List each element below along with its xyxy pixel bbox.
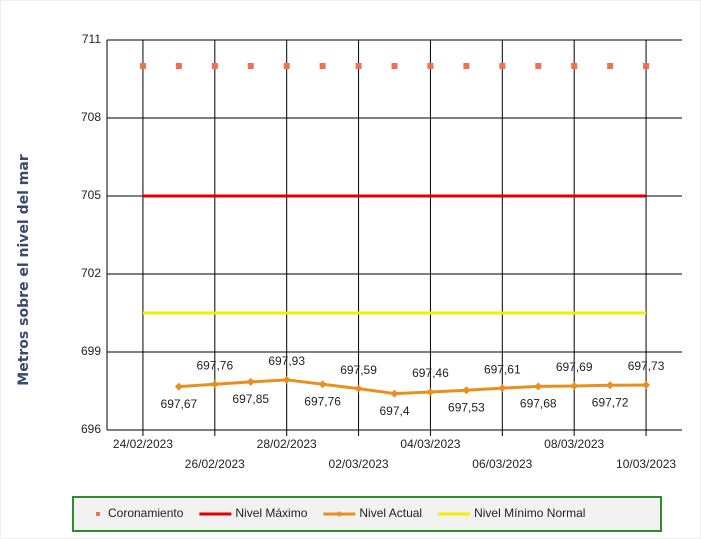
x-tick-label: 06/03/2023 [472,457,532,471]
y-tick-label: 702 [81,266,101,280]
point [211,63,218,69]
point [642,381,651,390]
point [319,63,326,69]
point [174,382,183,391]
point [247,63,254,69]
y-axis-label: Metros sobre el nivel del mar [16,154,32,386]
point [570,382,579,391]
point [426,388,435,397]
point [139,63,146,69]
point [318,380,327,389]
y-tick-label: 699 [81,344,101,358]
point [535,63,542,69]
legend [72,496,662,532]
point [210,380,219,389]
data-label: 697,68 [520,396,557,410]
x-tick-label: 28/02/2023 [257,437,317,451]
x-tick-label: 10/03/2023 [616,457,676,471]
data-label: 697,93 [268,354,305,368]
data-label: 697,76 [304,394,341,408]
point [355,63,362,69]
y-tick-label: 696 [81,422,101,436]
legend-label: Nivel Máximo [235,506,307,520]
point [571,63,578,69]
point [643,63,650,69]
data-label: 697,61 [484,362,521,376]
point [175,63,182,69]
data-label: 697,53 [448,400,485,414]
x-tick-label: 26/02/2023 [185,457,245,471]
point [282,375,291,384]
y-tick-label: 705 [81,188,101,202]
x-tick-label: 24/02/2023 [113,437,173,451]
point [499,63,506,69]
legend-label: Coronamiento [108,506,184,520]
point [462,386,471,395]
point [534,382,543,391]
data-label: 697,46 [412,366,449,380]
legend-label: Nivel Actual [359,506,422,520]
legend-marker [96,512,100,516]
legend-marker [336,511,343,517]
legend-label: Nivel Mínimo Normal [474,506,585,520]
data-label: 697,85 [232,392,269,406]
x-tick-label: 02/03/2023 [329,457,389,471]
point [427,63,434,69]
y-tick-label: 708 [81,110,101,124]
data-label: 697,4 [379,404,409,418]
data-label: 697,67 [161,397,198,411]
point [354,384,363,393]
point [463,63,470,69]
series-line [178,378,647,396]
point [246,377,255,386]
data-label: 697,69 [556,360,593,374]
point [283,63,290,69]
point [391,63,398,69]
data-label: 697,72 [592,395,629,409]
x-tick-label: 08/03/2023 [544,437,604,451]
data-label: 697,59 [340,363,377,377]
point [498,384,507,393]
data-label: 697,76 [196,358,233,372]
point [607,63,614,69]
x-tick-label: 04/03/2023 [400,437,460,451]
point [390,389,399,398]
point [606,381,615,390]
data-label: 697,73 [628,359,665,373]
y-tick-label: 711 [82,32,101,46]
